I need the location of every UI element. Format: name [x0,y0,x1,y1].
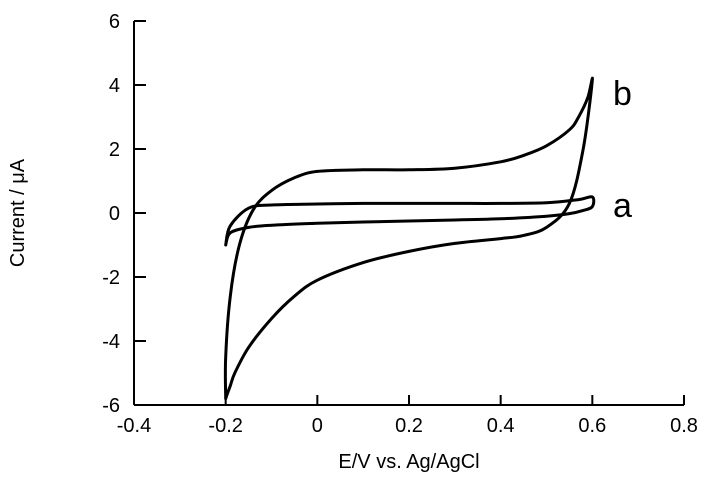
series-a-curve [224,195,596,247]
y-axis-label: Current / μA [7,158,29,267]
x-axis-label: E/V vs. Ag/AgCl [338,451,479,473]
y-tick-label: 6 [109,11,120,33]
y-tick-label: -4 [102,331,120,353]
curve-label-a: a [613,187,632,225]
y-tick-label: 4 [109,75,120,97]
curves [223,76,596,401]
x-tick-label: 0 [312,415,323,437]
series-b-curve [223,76,594,401]
curve-label-b: b [613,75,632,113]
y-tick-label: 2 [109,139,120,161]
y-tick-label: 0 [109,203,120,225]
x-tick-label: -0.4 [117,415,151,437]
x-tick-label: 0.6 [578,415,606,437]
y-tick-label: -2 [102,267,120,289]
x-tick-label: 0.4 [487,415,515,437]
annotations: ba [613,75,632,225]
ticks: -0.4 -0.2 0 0.2 0.4 0.6 0.8 -6 -4 -2 0 2 4 6 [102,11,698,437]
x-tick-label: 0.2 [395,415,423,437]
x-tick-label: -0.2 [208,415,242,437]
axes [133,21,684,406]
y-tick-label: -6 [102,395,120,417]
x-tick-label: 0.8 [670,415,698,437]
